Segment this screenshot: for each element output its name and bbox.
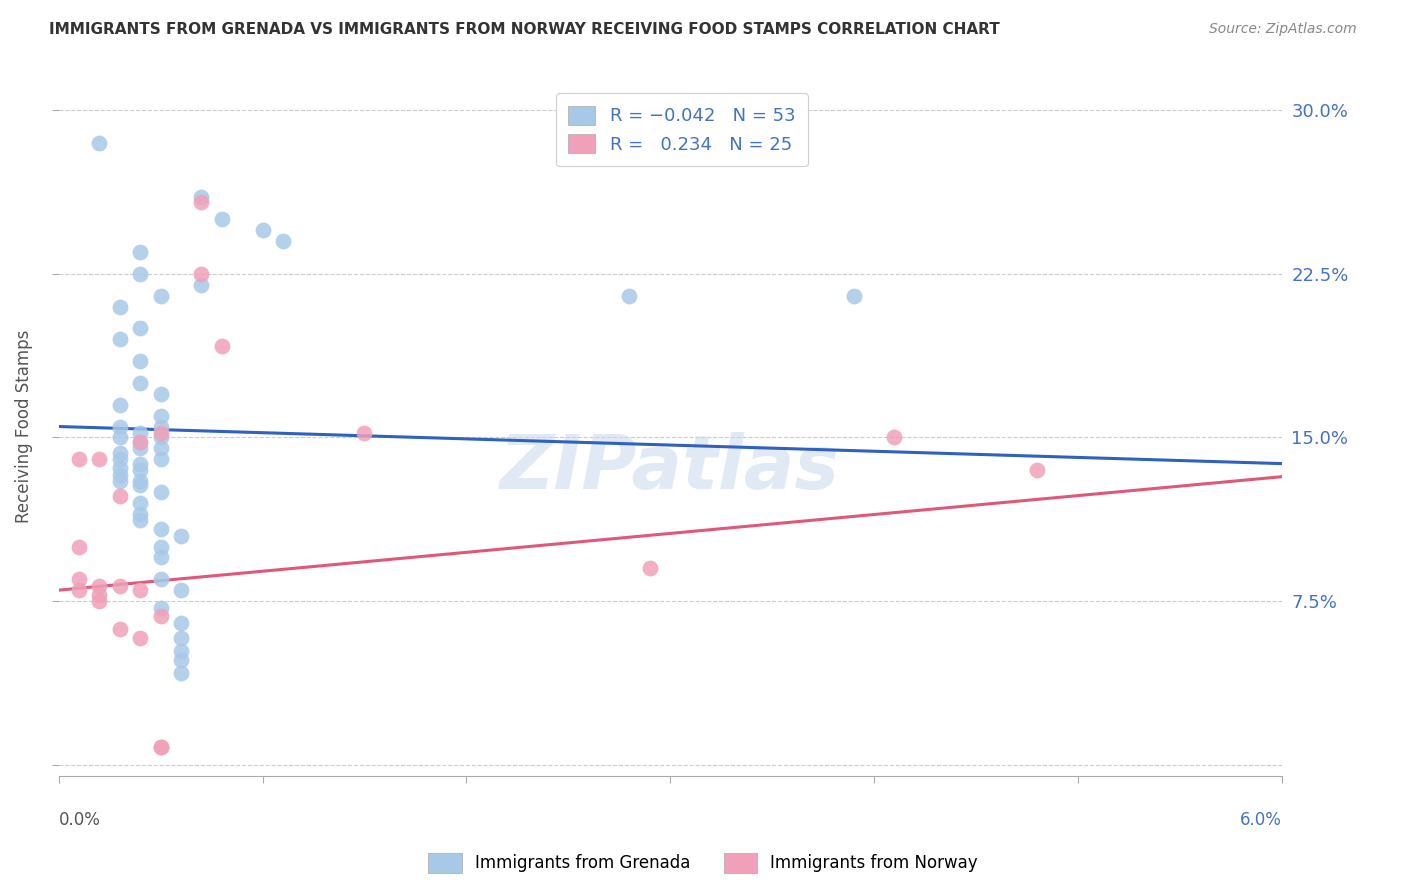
Point xyxy=(170,583,193,598)
Point xyxy=(619,288,641,302)
Point xyxy=(170,653,193,667)
Point xyxy=(108,489,131,503)
Point xyxy=(883,430,905,444)
Point xyxy=(149,425,172,440)
Point xyxy=(129,631,152,645)
Point xyxy=(108,467,131,482)
Text: ZIPatlas: ZIPatlas xyxy=(501,432,841,505)
Point xyxy=(89,594,111,608)
Point xyxy=(149,600,172,615)
Text: 0.0%: 0.0% xyxy=(59,811,101,829)
Point xyxy=(67,452,90,467)
Point xyxy=(190,277,212,292)
Point xyxy=(211,212,233,227)
Legend: Immigrants from Grenada, Immigrants from Norway: Immigrants from Grenada, Immigrants from… xyxy=(422,847,984,880)
Point xyxy=(108,430,131,444)
Point xyxy=(170,644,193,658)
Point xyxy=(170,666,193,681)
Point xyxy=(108,623,131,637)
Point xyxy=(149,442,172,456)
Point xyxy=(108,452,131,467)
Point xyxy=(149,485,172,500)
Point xyxy=(149,572,172,586)
Point xyxy=(129,442,152,456)
Point xyxy=(149,419,172,434)
Point xyxy=(108,300,131,314)
Point xyxy=(108,398,131,412)
Point xyxy=(149,522,172,536)
Point xyxy=(638,561,661,575)
Point xyxy=(108,332,131,346)
Point xyxy=(129,583,152,598)
Point xyxy=(149,540,172,554)
Point xyxy=(149,386,172,401)
Point xyxy=(89,452,111,467)
Point xyxy=(129,376,152,390)
Point xyxy=(252,223,274,237)
Point xyxy=(1026,463,1049,477)
Point xyxy=(170,631,193,645)
Point xyxy=(129,434,152,449)
Point xyxy=(67,583,90,598)
Point xyxy=(108,419,131,434)
Point xyxy=(129,496,152,510)
Point xyxy=(842,288,865,302)
Point xyxy=(271,234,294,248)
Point xyxy=(108,579,131,593)
Point xyxy=(129,478,152,492)
Point xyxy=(129,434,152,449)
Legend: R = −0.042   N = 53, R =   0.234   N = 25: R = −0.042 N = 53, R = 0.234 N = 25 xyxy=(555,94,808,167)
Point xyxy=(149,550,172,565)
Point xyxy=(190,194,212,209)
Point xyxy=(129,244,152,259)
Point xyxy=(108,461,131,475)
Point xyxy=(89,587,111,601)
Point xyxy=(149,430,172,444)
Point xyxy=(129,474,152,488)
Point xyxy=(129,267,152,281)
Y-axis label: Receiving Food Stamps: Receiving Food Stamps xyxy=(15,330,32,524)
Point xyxy=(67,572,90,586)
Point xyxy=(89,579,111,593)
Point xyxy=(129,513,152,527)
Point xyxy=(170,615,193,630)
Point xyxy=(129,321,152,335)
Point xyxy=(89,136,111,150)
Point xyxy=(129,425,152,440)
Point xyxy=(170,528,193,542)
Point xyxy=(190,190,212,204)
Point xyxy=(129,457,152,471)
Text: Source: ZipAtlas.com: Source: ZipAtlas.com xyxy=(1209,22,1357,37)
Text: 6.0%: 6.0% xyxy=(1240,811,1282,829)
Point xyxy=(149,609,172,624)
Point xyxy=(149,740,172,755)
Point xyxy=(67,540,90,554)
Point xyxy=(149,288,172,302)
Point xyxy=(129,507,152,521)
Point xyxy=(353,425,375,440)
Point xyxy=(149,409,172,423)
Point xyxy=(190,267,212,281)
Point xyxy=(129,354,152,368)
Point xyxy=(149,452,172,467)
Point xyxy=(108,446,131,460)
Point xyxy=(149,740,172,755)
Point xyxy=(211,339,233,353)
Text: IMMIGRANTS FROM GRENADA VS IMMIGRANTS FROM NORWAY RECEIVING FOOD STAMPS CORRELAT: IMMIGRANTS FROM GRENADA VS IMMIGRANTS FR… xyxy=(49,22,1000,37)
Point xyxy=(108,474,131,488)
Point xyxy=(129,463,152,477)
